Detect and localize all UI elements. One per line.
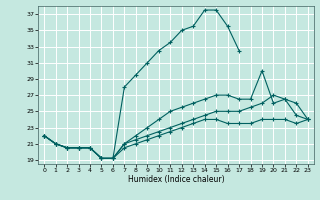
X-axis label: Humidex (Indice chaleur): Humidex (Indice chaleur) <box>128 175 224 184</box>
